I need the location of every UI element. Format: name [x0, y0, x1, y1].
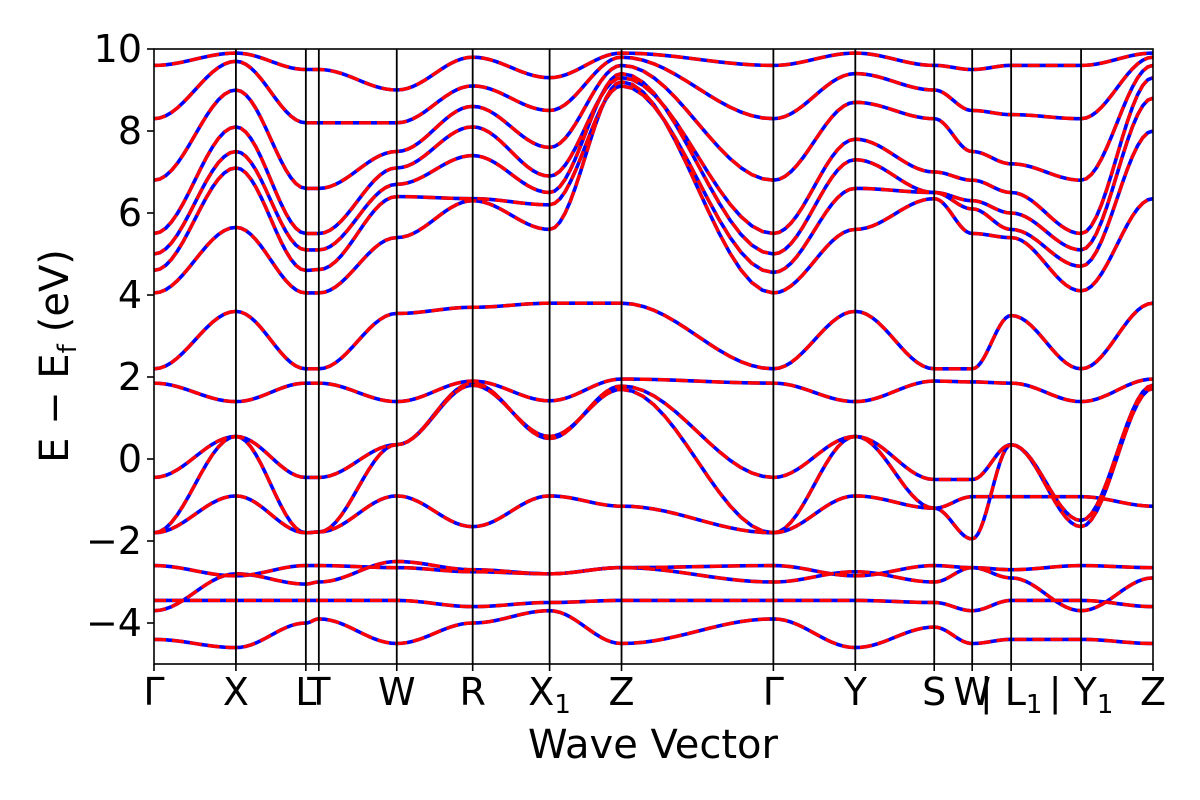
y-tick-label-6: −2 — [86, 519, 142, 563]
reference-band-2 — [154, 494, 1153, 535]
x-tick-label-6: X1 — [528, 670, 571, 720]
y-tick-label-5: 0 — [118, 437, 142, 481]
x-tick-label-0: Γ — [143, 670, 164, 714]
x-tick-label-5: R — [459, 670, 485, 714]
reference-band-13 — [154, 63, 1153, 191]
x-axis-ticks: Γ X LT W R X1 Z Γ Y S W| L1 | Y1 Z — [143, 664, 1166, 720]
x-tick-label-9: Y — [843, 670, 868, 714]
y-tick-label-2: 6 — [118, 191, 142, 235]
high-symmetry-lines — [235, 49, 1082, 664]
model-band-3 — [154, 377, 1153, 404]
y-tick-label-7: −4 — [86, 601, 142, 645]
x-tick-label-13: | Y1 — [1049, 670, 1114, 720]
bands-layer — [154, 51, 1153, 650]
y-tick-label-4: 2 — [118, 355, 142, 399]
model-band-4 — [154, 301, 1153, 371]
model-band-13 — [154, 63, 1153, 191]
y-tick-label-3: 4 — [118, 273, 142, 317]
y-tick-label-1: 8 — [118, 109, 142, 153]
model-band-15 — [154, 51, 1153, 92]
reference-band-15 — [154, 51, 1153, 92]
x-tick-label-11: W — [953, 670, 991, 714]
reference-band-4 — [154, 301, 1153, 371]
x-tick-label-14: Z — [1140, 670, 1166, 714]
x-axis-title: Wave Vector — [528, 722, 779, 768]
plot-frame — [153, 48, 1154, 665]
y-axis-title-unit: (eV) — [32, 249, 78, 332]
model-band-12 — [154, 76, 1153, 236]
model-band-0 — [154, 383, 1153, 541]
x-tick-label-3: T — [306, 670, 331, 714]
y-tick-label-0: 10 — [94, 27, 142, 71]
y-axis-title-subscript: f — [53, 343, 83, 353]
x-tick-label-10: S — [922, 670, 946, 714]
x-tick-label-2: L — [295, 670, 316, 714]
x-tick-label-12: | L1 — [980, 670, 1043, 720]
y-axis-ticks: 10 8 6 4 2 0 −2 −4 — [86, 27, 154, 645]
x-tick-label-8: Γ — [763, 670, 784, 714]
reference-band-0 — [154, 383, 1153, 541]
model-band-8 — [154, 609, 1153, 650]
x-tick-label-4: W — [378, 670, 416, 714]
y-axis-title-main: E − E — [32, 353, 78, 463]
model-band-6 — [154, 559, 1153, 613]
x-tick-label-1: X — [223, 670, 249, 714]
x-tick-label-7: Z — [609, 670, 635, 714]
y-axis-title: E − Ef (eV) — [32, 249, 83, 463]
model-band-2 — [154, 494, 1153, 535]
